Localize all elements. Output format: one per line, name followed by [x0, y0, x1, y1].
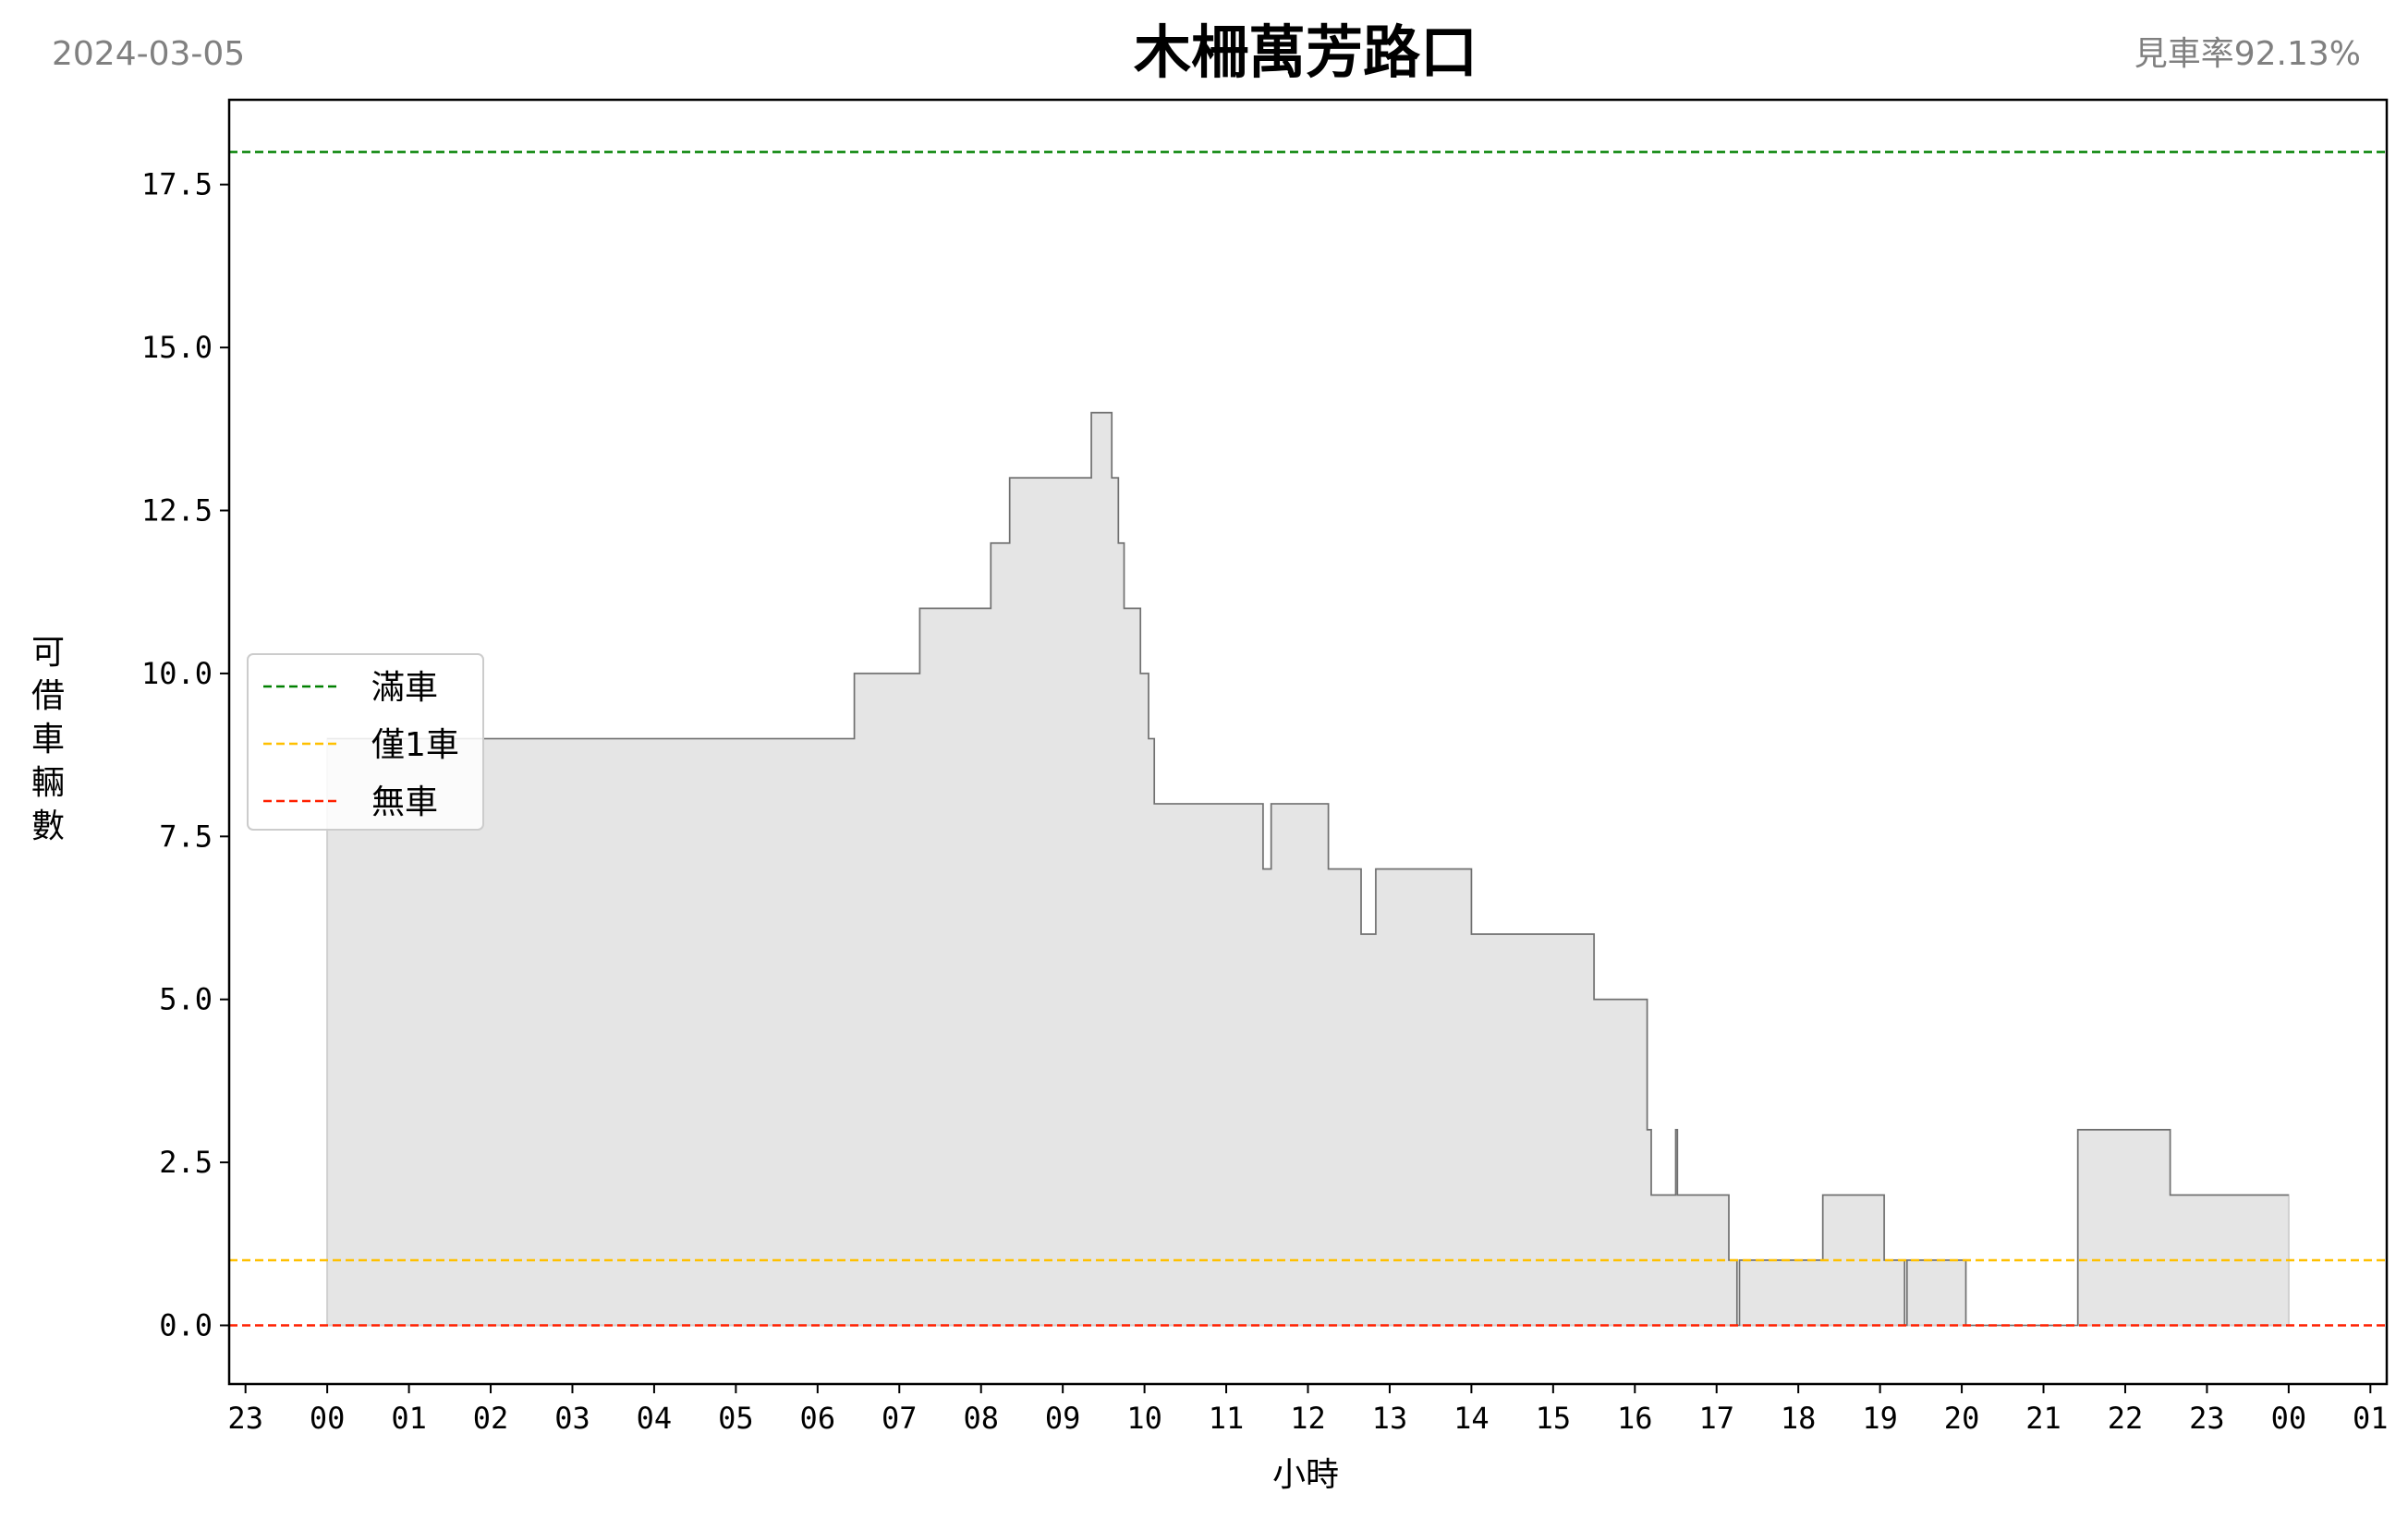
- x-tick-label: 02: [473, 1401, 509, 1436]
- x-tick-label: 23: [227, 1401, 263, 1436]
- y-tick-label: 17.5: [141, 167, 213, 202]
- x-tick-label: 07: [882, 1401, 918, 1436]
- x-tick-label: 08: [963, 1401, 999, 1436]
- x-tick-label: 00: [2271, 1401, 2307, 1436]
- x-tick-label: 21: [2025, 1401, 2061, 1436]
- legend-label: 滿車: [371, 669, 438, 707]
- x-tick-label: 11: [1209, 1401, 1245, 1436]
- x-tick-label: 20: [1944, 1401, 1980, 1436]
- y-tick-label: 7.5: [159, 819, 213, 854]
- y-axis-label-text: 可借車輛數: [31, 634, 65, 845]
- x-tick-label: 16: [1617, 1401, 1653, 1436]
- y-tick-label: 5.0: [159, 982, 213, 1017]
- x-tick-label: 01: [391, 1401, 427, 1436]
- date-label: 2024-03-05: [52, 35, 245, 73]
- x-tick-label: 18: [1781, 1401, 1817, 1436]
- x-tick-label: 23: [2189, 1401, 2225, 1436]
- x-tick-label: 14: [1453, 1401, 1490, 1436]
- reference-lines: [229, 151, 2387, 1327]
- x-tick-label: 17: [1698, 1401, 1734, 1436]
- series-area-fill: [326, 411, 2290, 1327]
- x-tick-label: 12: [1290, 1401, 1326, 1436]
- y-tick-label: 15.0: [141, 330, 213, 365]
- x-tick-label: 05: [718, 1401, 754, 1436]
- x-tick-label: 00: [310, 1401, 346, 1436]
- y-tick-label: 2.5: [159, 1145, 213, 1180]
- x-axis: 23 00 01 02 03 04 05 06 07 08 09 10 11 12 13 14 15 16 17 18…: [227, 1384, 2389, 1436]
- rate-label: 見車率92.13%: [2134, 35, 2361, 73]
- y-tick-label: 10.0: [141, 656, 213, 691]
- x-tick-label: 09: [1045, 1401, 1081, 1436]
- y-tick-label: 0.0: [159, 1307, 213, 1342]
- legend-label: 僅1車: [371, 726, 459, 764]
- chart-title: 木柵萬芳路口: [1134, 18, 1478, 86]
- y-axis-label: 可借車輛數: [31, 634, 65, 845]
- x-tick-label: 10: [1126, 1401, 1162, 1436]
- legend-box: [247, 653, 484, 831]
- x-tick-label: 01: [2353, 1401, 2389, 1436]
- plot-area: [229, 151, 2387, 1327]
- x-tick-label: 13: [1372, 1401, 1408, 1436]
- x-axis-label: 小時: [1272, 1456, 1339, 1494]
- x-tick-label: 04: [637, 1401, 673, 1436]
- x-tick-label: 03: [554, 1401, 590, 1436]
- y-axis: 0.0 2.5 5.0 7.5 10.0 12.5 15.0 17.5: [141, 167, 229, 1342]
- x-tick-label: 06: [800, 1401, 836, 1436]
- x-tick-label: 22: [2108, 1401, 2144, 1436]
- x-tick-label: 15: [1536, 1401, 1572, 1436]
- x-tick-label: 19: [1862, 1401, 1898, 1436]
- legend-label: 無車: [371, 783, 438, 821]
- y-tick-label: 12.5: [141, 493, 213, 528]
